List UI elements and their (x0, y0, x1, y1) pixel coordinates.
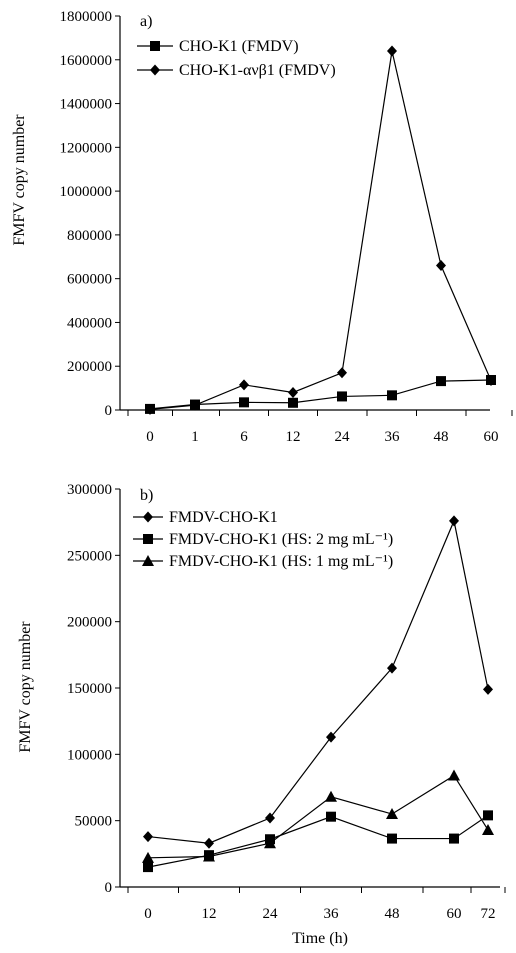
legend-label: CHO-K1 (FMDV) (179, 38, 299, 55)
x-tick-label: 12 (202, 906, 217, 922)
y-tick-label: 1400000 (60, 97, 113, 113)
data-point (387, 390, 397, 401)
legend-label: FMDV-CHO-K1 (HS: 2 mg mL⁻¹) (169, 531, 393, 548)
legend-label: FMDV-CHO-K1 (169, 509, 278, 526)
data-point (387, 45, 397, 57)
data-point (337, 367, 347, 379)
y-tick-label: 0 (105, 880, 113, 896)
legend-marker (143, 511, 153, 523)
data-point (436, 260, 446, 272)
data-point (326, 811, 336, 822)
data-point (143, 862, 153, 873)
x-tick-label: 72 (481, 906, 496, 922)
x-axis-label-b: Time (h) (292, 930, 348, 947)
data-point (486, 374, 496, 386)
y-tick-label: 1000000 (60, 184, 113, 200)
y-tick-label: 400000 (67, 315, 112, 331)
y-tick-label: 250000 (67, 548, 112, 564)
x-tick-label: 12 (286, 429, 301, 445)
legend-b: FMDV-CHO-K1 FMDV-CHO-K1 (HS: 2 mg mL⁻¹) FM… (133, 509, 393, 570)
data-point (387, 662, 397, 674)
data-point (145, 403, 155, 415)
data-point (239, 397, 249, 408)
legend-marker (150, 41, 160, 51)
legend-marker (142, 555, 154, 566)
x-tick-label: 0 (146, 429, 154, 445)
data-point (482, 823, 494, 835)
x-tick-label: 48 (434, 429, 449, 445)
data-point (386, 808, 398, 820)
x-tick-label: 24 (263, 906, 279, 922)
series-line (149, 379, 492, 410)
data-point (325, 790, 337, 802)
legend-label: FMDV-CHO-K1 (HS: 1 mg mL⁻¹) (169, 553, 393, 570)
y-tick-label: 800000 (67, 228, 112, 244)
series-line (147, 774, 489, 859)
x-tick-label: 6 (240, 429, 248, 445)
data-point (483, 810, 493, 821)
y-tick-label: 300000 (67, 482, 112, 498)
y-tick-label: 1800000 (60, 9, 113, 25)
x-tick-label: 24 (335, 429, 351, 445)
chart-panel-a: a) FMFV copy number CHO-K1 (FMDV) CHO-K1-… (11, 9, 513, 445)
data-point (449, 515, 459, 527)
y-axis-label-a: FMFV copy number (11, 114, 28, 246)
panel-label-a: a) (140, 13, 152, 30)
chart-panel-b: b) FMFV copy number Time (h) FMDV-CHO-K1… (17, 482, 506, 947)
legend-a: CHO-K1 (FMDV) CHO-K1-ανβ1 (FMDV) (137, 38, 336, 79)
data-point (448, 769, 460, 781)
data-point (449, 833, 459, 844)
data-point (326, 731, 336, 743)
data-point (143, 831, 153, 843)
x-tick-label: 60 (447, 906, 462, 922)
x-tick-label: 36 (324, 906, 340, 922)
data-point (203, 850, 215, 862)
data-point (264, 837, 276, 849)
legend-marker (143, 534, 153, 544)
data-point (387, 833, 397, 844)
data-point (288, 386, 298, 398)
y-tick-label: 150000 (67, 681, 112, 697)
series-line (147, 814, 489, 868)
x-tick-label: 0 (144, 906, 152, 922)
data-point (288, 397, 298, 408)
y-tick-label: 50000 (75, 814, 113, 830)
x-tick-label: 48 (385, 906, 400, 922)
y-tick-label: 100000 (67, 747, 112, 763)
data-point (265, 812, 275, 824)
data-point (204, 837, 214, 849)
data-point (142, 851, 154, 863)
y-tick-label: 200000 (67, 615, 112, 631)
y-tick-label: 0 (105, 403, 113, 419)
data-point (239, 379, 249, 391)
data-point (337, 391, 347, 402)
x-tick-label: 36 (385, 429, 401, 445)
y-tick-label: 200000 (67, 359, 112, 375)
y-axis-label-b: FMFV copy number (17, 621, 34, 753)
y-tick-label: 600000 (67, 272, 112, 288)
series-line (149, 50, 492, 410)
data-point (436, 376, 446, 387)
y-tick-label: 1200000 (60, 140, 113, 156)
x-tick-label: 1 (191, 429, 199, 445)
x-tick-label: 60 (484, 429, 499, 445)
y-tick-label: 1600000 (60, 53, 113, 69)
legend-marker (150, 64, 160, 76)
data-point (483, 683, 493, 695)
legend-label: CHO-K1-ανβ1 (FMDV) (179, 62, 336, 79)
data-point (190, 399, 200, 411)
panel-label-b: b) (140, 487, 153, 504)
